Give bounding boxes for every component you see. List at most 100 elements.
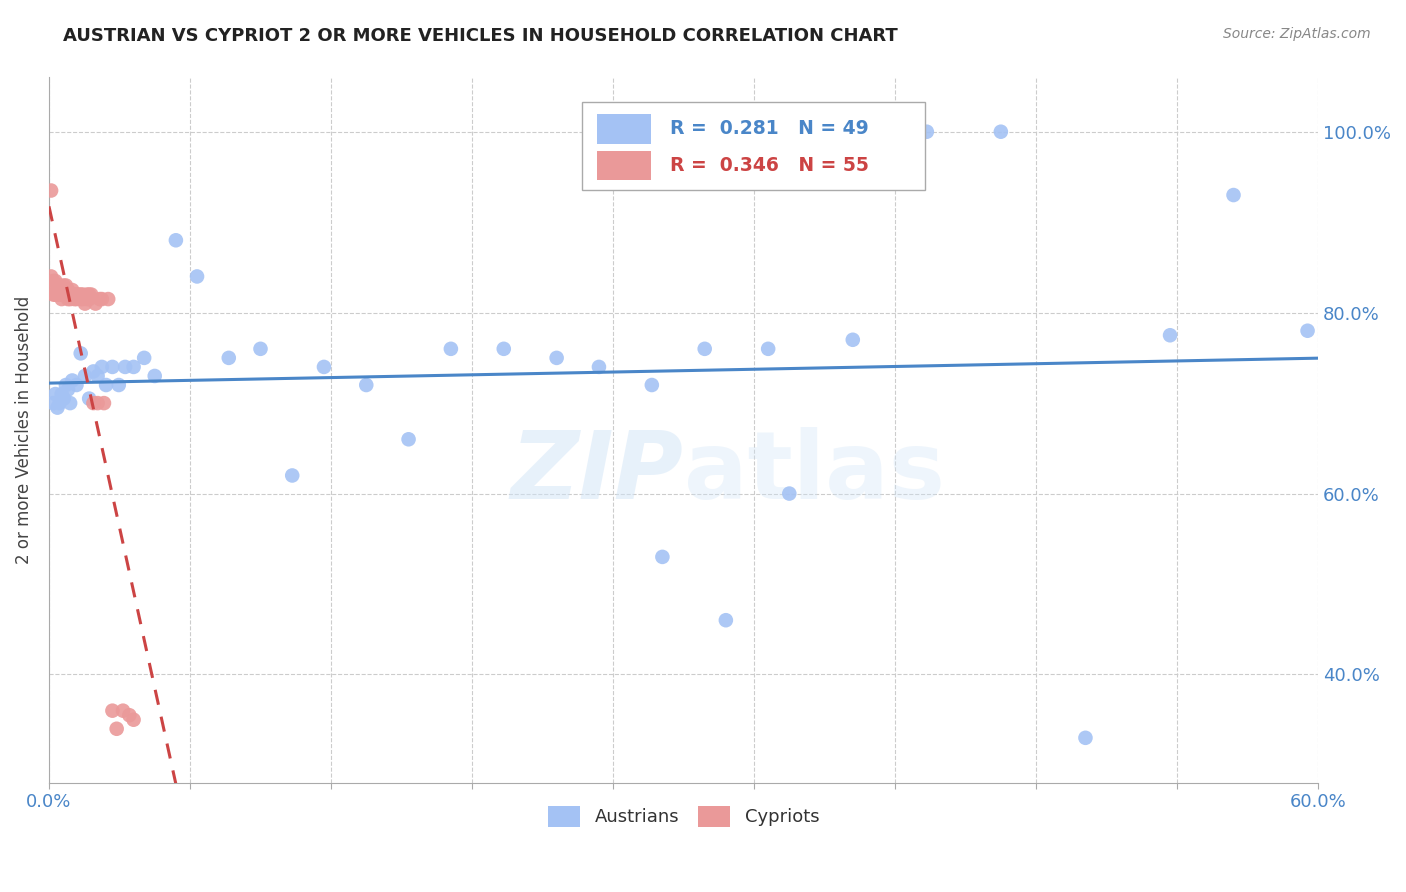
- Point: [39, 269, 62, 284]
- Point: [756, 342, 779, 356]
- Point: [51, 387, 73, 401]
- Point: [101, 359, 124, 374]
- FancyBboxPatch shape: [598, 151, 651, 180]
- Point: [90, 359, 112, 374]
- Point: [59, 396, 82, 410]
- Point: [60, 283, 83, 297]
- Point: [39, 184, 62, 198]
- Point: [69, 346, 91, 360]
- Point: [398, 432, 420, 446]
- Point: [82, 396, 104, 410]
- Point: [48, 283, 70, 297]
- Point: [778, 486, 800, 500]
- Point: [693, 342, 716, 356]
- Point: [312, 359, 335, 374]
- Point: [641, 378, 664, 392]
- Point: [59, 287, 82, 301]
- Point: [714, 613, 737, 627]
- Point: [44, 387, 66, 401]
- Point: [90, 292, 112, 306]
- Point: [46, 283, 69, 297]
- Point: [990, 125, 1012, 139]
- Point: [143, 368, 166, 383]
- Point: [651, 549, 673, 564]
- Point: [69, 287, 91, 301]
- Point: [46, 401, 69, 415]
- Point: [42, 283, 65, 297]
- Point: [86, 368, 108, 383]
- Point: [1074, 731, 1097, 745]
- Point: [440, 342, 463, 356]
- Text: Source: ZipAtlas.com: Source: ZipAtlas.com: [1223, 27, 1371, 41]
- Point: [915, 125, 938, 139]
- Point: [52, 278, 75, 293]
- Point: [42, 287, 65, 301]
- Point: [97, 292, 120, 306]
- Point: [93, 396, 115, 410]
- Point: [72, 287, 94, 301]
- Point: [55, 287, 77, 301]
- Text: R =  0.281   N = 49: R = 0.281 N = 49: [669, 120, 869, 138]
- Point: [56, 383, 79, 397]
- Legend: Austrians, Cypriots: Austrians, Cypriots: [541, 798, 827, 834]
- Point: [114, 359, 136, 374]
- Point: [48, 396, 70, 410]
- Point: [107, 378, 129, 392]
- Point: [60, 374, 83, 388]
- Point: [65, 292, 87, 306]
- Point: [1296, 324, 1319, 338]
- Point: [111, 704, 134, 718]
- FancyBboxPatch shape: [598, 114, 651, 144]
- Point: [122, 359, 145, 374]
- Point: [65, 378, 87, 392]
- Point: [44, 287, 66, 301]
- Point: [134, 351, 156, 365]
- Point: [77, 287, 100, 301]
- Point: [72, 292, 94, 306]
- Point: [84, 296, 107, 310]
- Point: [588, 359, 610, 374]
- Point: [55, 278, 77, 293]
- Point: [56, 283, 79, 297]
- Point: [55, 283, 77, 297]
- Point: [52, 392, 75, 406]
- Point: [60, 287, 83, 301]
- Point: [51, 292, 73, 306]
- Point: [42, 396, 65, 410]
- Point: [86, 396, 108, 410]
- Point: [492, 342, 515, 356]
- Point: [218, 351, 240, 365]
- Point: [46, 287, 69, 301]
- Point: [69, 292, 91, 306]
- Point: [89, 292, 111, 306]
- Point: [63, 287, 86, 301]
- Point: [76, 287, 98, 301]
- Point: [82, 364, 104, 378]
- Point: [842, 333, 865, 347]
- Point: [44, 287, 66, 301]
- Text: R =  0.346   N = 55: R = 0.346 N = 55: [669, 156, 869, 175]
- Point: [80, 287, 103, 301]
- Point: [42, 274, 65, 288]
- Point: [1222, 188, 1244, 202]
- Point: [48, 287, 70, 301]
- Text: atlas: atlas: [683, 426, 945, 518]
- Point: [77, 292, 100, 306]
- Point: [65, 287, 87, 301]
- Point: [63, 292, 86, 306]
- Text: AUSTRIAN VS CYPRIOT 2 OR MORE VEHICLES IN HOUSEHOLD CORRELATION CHART: AUSTRIAN VS CYPRIOT 2 OR MORE VEHICLES I…: [63, 27, 898, 45]
- Point: [105, 722, 128, 736]
- FancyBboxPatch shape: [582, 103, 925, 190]
- Point: [546, 351, 568, 365]
- Point: [122, 713, 145, 727]
- Point: [44, 274, 66, 288]
- Point: [249, 342, 271, 356]
- Point: [48, 278, 70, 293]
- Point: [55, 378, 77, 392]
- Point: [281, 468, 304, 483]
- Text: ZIP: ZIP: [510, 426, 683, 518]
- Point: [101, 704, 124, 718]
- Point: [1159, 328, 1181, 343]
- Point: [46, 278, 69, 293]
- Y-axis label: 2 or more Vehicles in Household: 2 or more Vehicles in Household: [15, 296, 32, 565]
